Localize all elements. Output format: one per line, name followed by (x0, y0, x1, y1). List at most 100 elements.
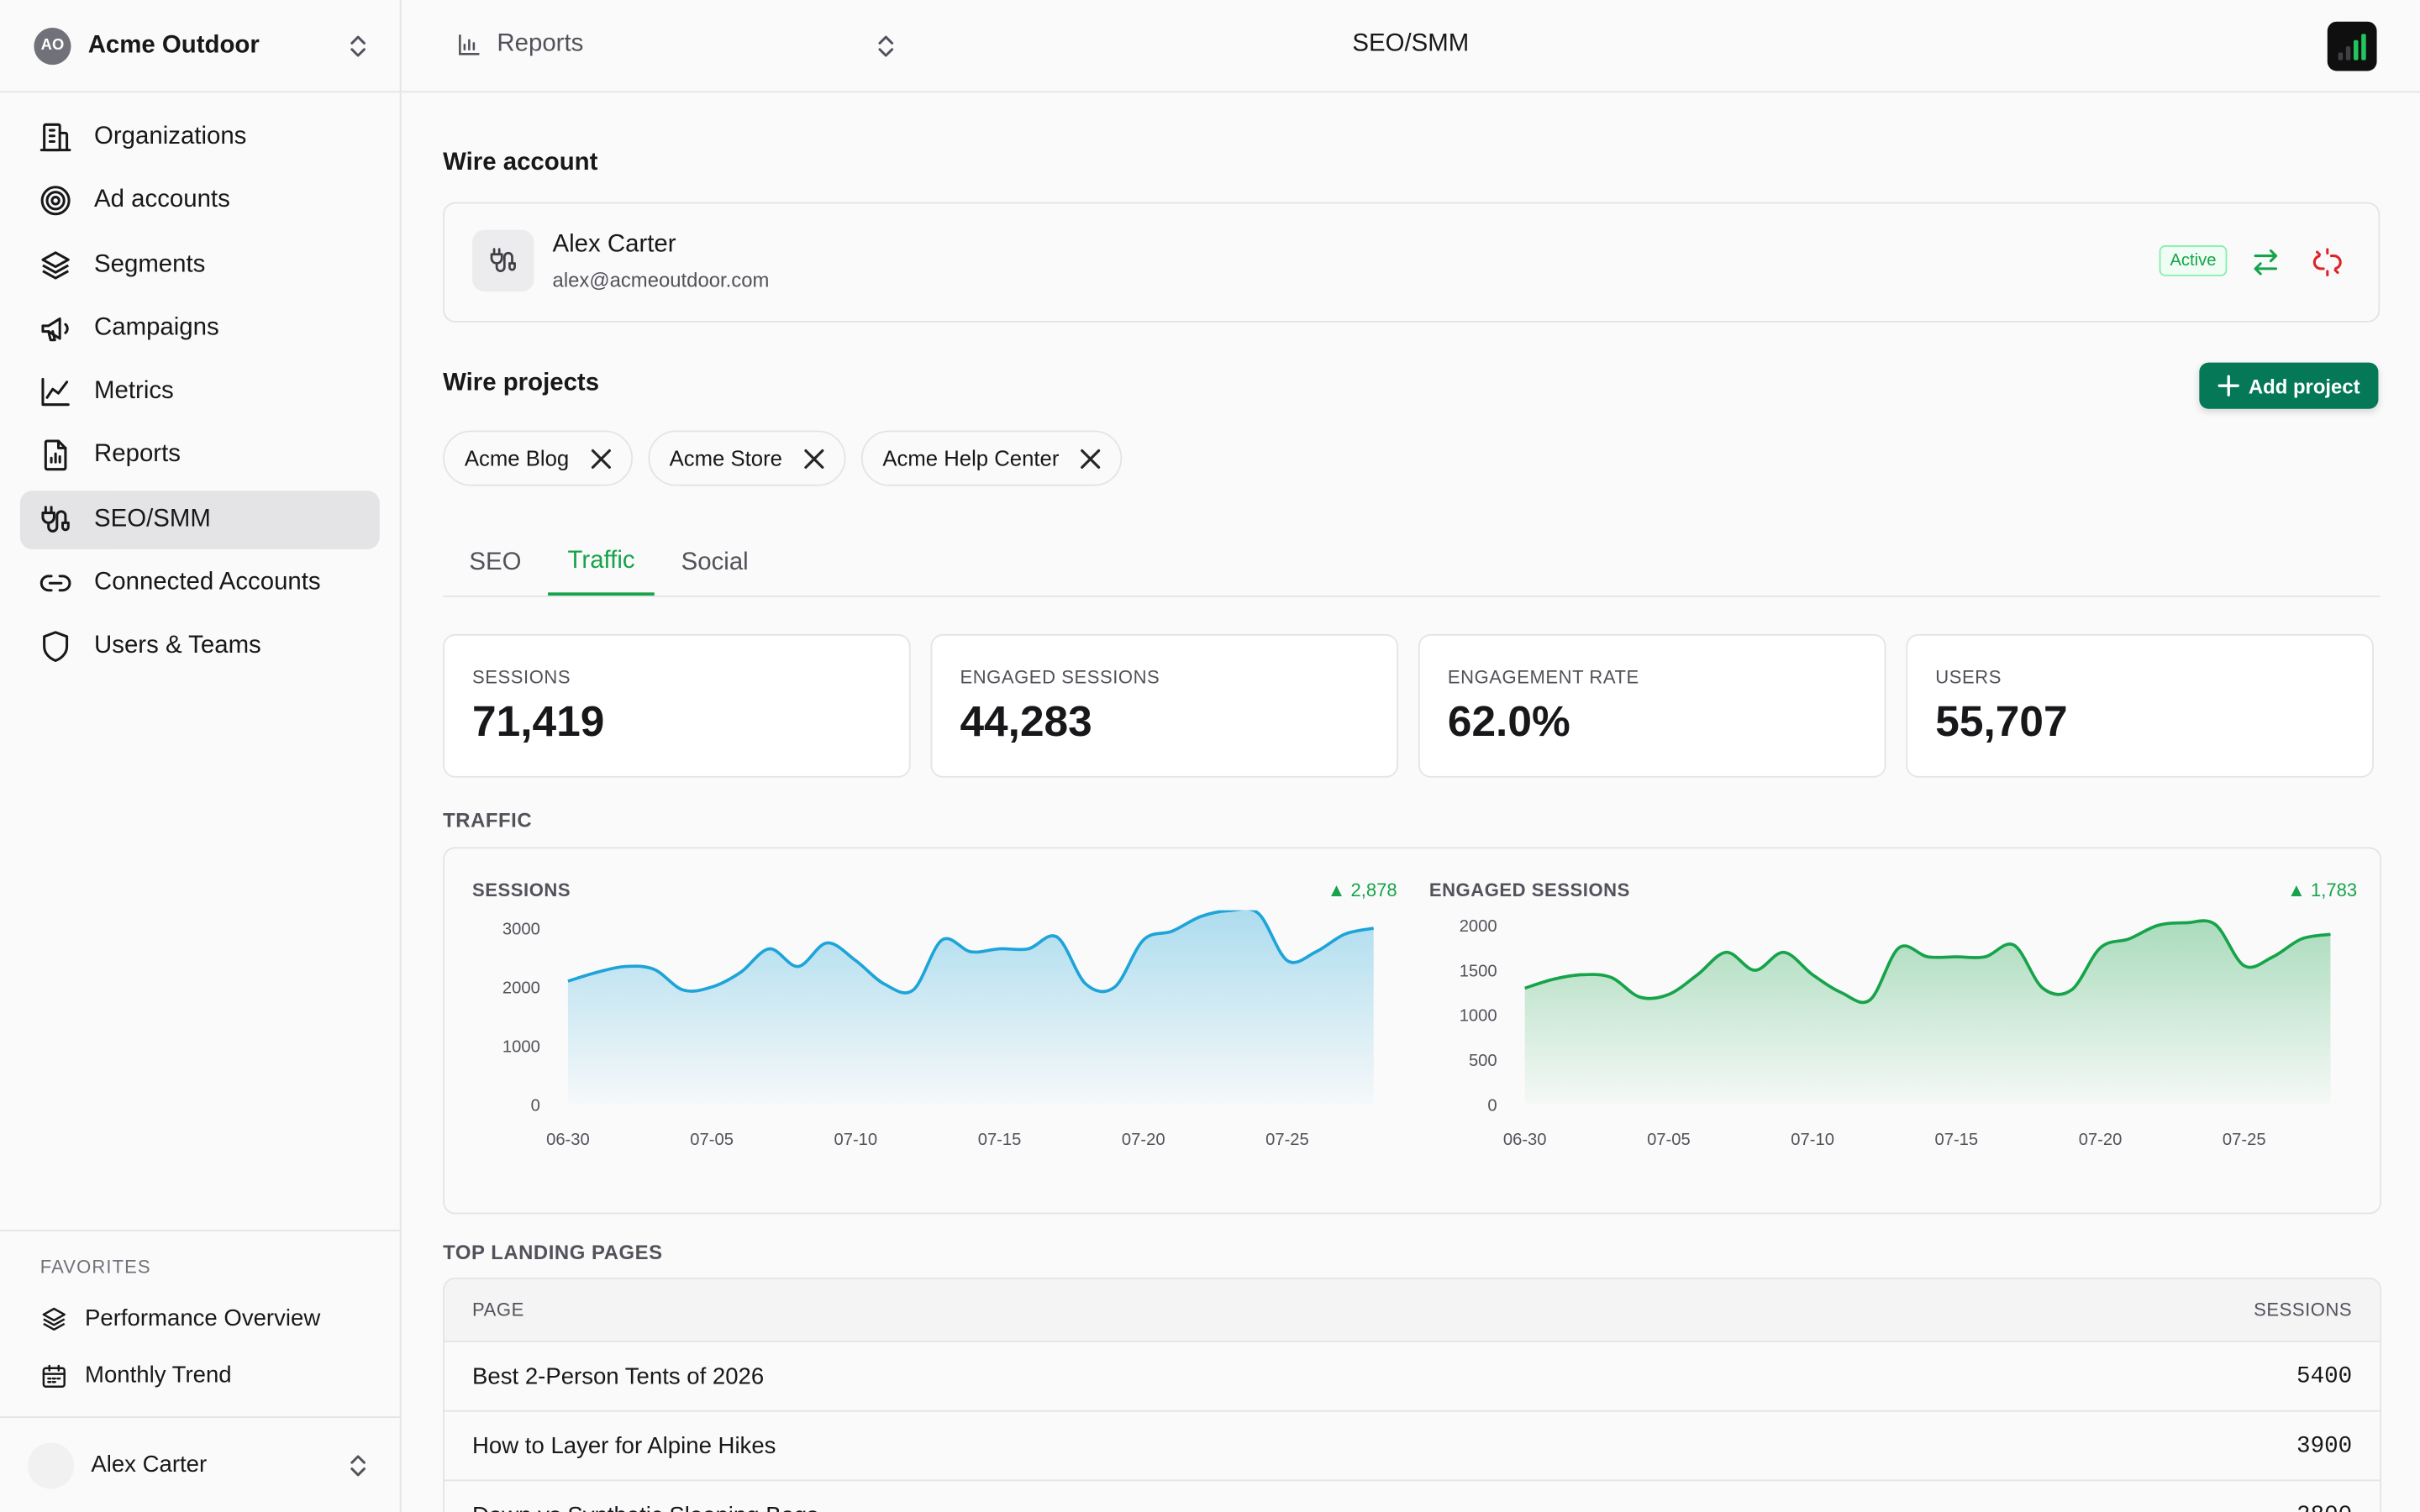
shield-icon (43, 631, 69, 663)
favorite-label: Performance Overview (85, 1305, 321, 1332)
stat-card: SESSIONS 71,419 (443, 633, 911, 778)
traffic-chart-card: SESSIONS ▲ 2,878 0 1000 2000 3000 06-30 07-05… (443, 847, 2382, 1215)
engaged-sessions-chart: 0 500 1000 1500 2000 06-30 07-05 07-10 07-15 07-2… (1460, 917, 2331, 1149)
table-row[interactable]: Down vs Synthetic Sleeping Bags 2800 (445, 1481, 2380, 1512)
plus-icon (2217, 375, 2239, 396)
nav-label: SEO/SMM (94, 506, 211, 533)
y-tick-label: 0 (1487, 1096, 1497, 1115)
stat-value: 44,283 (960, 697, 1092, 746)
col-page: PAGE (472, 1299, 524, 1321)
x-tick-label: 06-30 (546, 1131, 590, 1149)
report-selector[interactable]: Reports (457, 31, 583, 59)
wire-account-card: Alex Carter alex@acmeoutdoor.com Active (443, 202, 2381, 323)
nav-item-metrics[interactable]: Metrics (20, 363, 380, 422)
chart-title: ENGAGED SESSIONS (1428, 879, 1630, 901)
stat-card: ENGAGED SESSIONS 44,283 (930, 633, 1399, 778)
sessions-chart: 0 1000 2000 3000 06-30 07-05 07-10 07-15 07-20 07… (502, 910, 1375, 1149)
building-icon (39, 123, 71, 152)
nav-item-segments[interactable]: Segments (20, 235, 380, 294)
link-icon (39, 575, 71, 592)
favorites-section: FAVORITES Performance Overview Monthly T… (0, 1229, 400, 1404)
x-tick-label: 07-05 (690, 1131, 734, 1149)
x-tick-label: 06-30 (1503, 1131, 1547, 1149)
user-name: Alex Carter (91, 1452, 208, 1478)
chip-label: Acme Help Center (882, 445, 1060, 471)
tab-bar: SEO Traffic Social (443, 531, 2381, 597)
landing-heading: TOP LANDING PAGES (443, 1240, 663, 1264)
tab-seo[interactable]: SEO (469, 549, 522, 576)
topbar: Reports SEO/SMM (401, 0, 2420, 93)
chevron-updown-icon (350, 34, 366, 56)
unlink-icon[interactable] (2312, 247, 2343, 278)
target-icon (40, 186, 71, 216)
nav-item-ad-accounts[interactable]: Ad accounts (20, 171, 380, 230)
swap-icon[interactable] (2250, 247, 2281, 278)
sessions-cell: 3900 (2296, 1432, 2353, 1459)
x-tick-label: 07-15 (978, 1131, 1022, 1149)
landing-pages-table: PAGE SESSIONS Best 2-Person Tents of 202… (443, 1277, 2382, 1512)
stat-card: ENGAGEMENT RATE 62.0% (1418, 633, 1886, 778)
project-chips: Acme Blog Acme Store Acme Help Center (443, 430, 1123, 486)
x-tick-label: 07-20 (1122, 1131, 1165, 1149)
page-title: SEO/SMM (1352, 30, 1470, 57)
close-icon[interactable] (1081, 448, 1101, 469)
nav-item-connected-accounts[interactable]: Connected Accounts (20, 554, 380, 613)
y-tick-label: 1000 (502, 1037, 540, 1056)
nav-label: Connected Accounts (94, 569, 321, 596)
x-tick-label: 07-25 (2223, 1131, 2266, 1149)
nav-item-organizations[interactable]: Organizations (20, 108, 380, 167)
sessions-cell: 2800 (2296, 1502, 2352, 1512)
tab-social[interactable]: Social (681, 549, 749, 576)
page-cell: Best 2-Person Tents of 2026 (472, 1362, 765, 1389)
nav-label: Segments (94, 250, 206, 277)
stat-value: 71,419 (472, 697, 605, 746)
close-icon[interactable] (591, 448, 611, 469)
layers-icon (41, 250, 70, 279)
stat-label: USERS (1935, 666, 2002, 689)
table-row[interactable]: Best 2-Person Tents of 2026 5400 (444, 1342, 2381, 1412)
x-tick-label: 07-10 (1791, 1131, 1834, 1149)
chevron-updown-icon[interactable] (875, 33, 897, 60)
project-chip[interactable]: Acme Store (647, 430, 846, 486)
main-nav: Organizations Ad accounts Segments Campa… (0, 92, 400, 696)
wire-account-heading: Wire account (443, 150, 598, 176)
y-tick-label: 0 (531, 1096, 540, 1115)
app-logo-icon[interactable] (2327, 21, 2377, 71)
y-tick-label: 500 (1469, 1052, 1497, 1070)
chip-label: Acme Blog (464, 445, 570, 471)
sidebar: AO Acme Outdoor Organizations Ad account… (0, 0, 402, 1512)
close-icon[interactable] (804, 448, 824, 469)
favorite-monthly-trend[interactable]: Monthly Trend (20, 1347, 380, 1404)
stat-value: 55,707 (1935, 697, 2068, 746)
nav-item-reports[interactable]: Reports (20, 427, 380, 486)
chevron-updown-icon (350, 1454, 366, 1476)
nav-label: Metrics (94, 378, 174, 405)
report-icon (44, 440, 67, 472)
megaphone-icon (41, 317, 69, 342)
avatar (28, 1441, 75, 1488)
series-line (1524, 919, 2331, 1005)
nav-item-seo-smm[interactable]: SEO/SMM (19, 490, 380, 549)
y-tick-label: 1000 (1460, 1007, 1497, 1026)
add-project-button[interactable]: Add project (2199, 362, 2379, 409)
nav-label: Ad accounts (94, 186, 230, 214)
layers-icon (42, 1306, 66, 1331)
project-chip[interactable]: Acme Blog (443, 430, 633, 486)
stat-cards: SESSIONS 71,419 ENGAGED SESSIONS 44,283 … (443, 633, 2374, 778)
series-area (1524, 921, 2331, 1105)
account-email: alex@acmeoutdoor.com (552, 268, 770, 292)
tab-traffic[interactable]: Traffic (547, 531, 655, 596)
status-badge: Active (2159, 245, 2228, 276)
nav-item-campaigns[interactable]: Campaigns (20, 299, 380, 358)
favorite-performance-overview[interactable]: Performance Overview (20, 1290, 380, 1347)
org-switcher[interactable]: AO Acme Outdoor (0, 0, 400, 93)
x-tick-label: 07-05 (1647, 1131, 1691, 1149)
user-menu[interactable]: Alex Carter (0, 1416, 400, 1512)
table-row[interactable]: How to Layer for Alpine Hikes 3900 (444, 1412, 2381, 1482)
nav-item-users-teams[interactable]: Users & Teams (20, 617, 380, 676)
traffic-heading: TRAFFIC (443, 808, 533, 832)
bar-chart-icon (459, 34, 480, 55)
col-sessions: SESSIONS (2254, 1299, 2353, 1321)
nav-label: Campaigns (94, 314, 219, 341)
project-chip[interactable]: Acme Help Center (860, 430, 1123, 486)
